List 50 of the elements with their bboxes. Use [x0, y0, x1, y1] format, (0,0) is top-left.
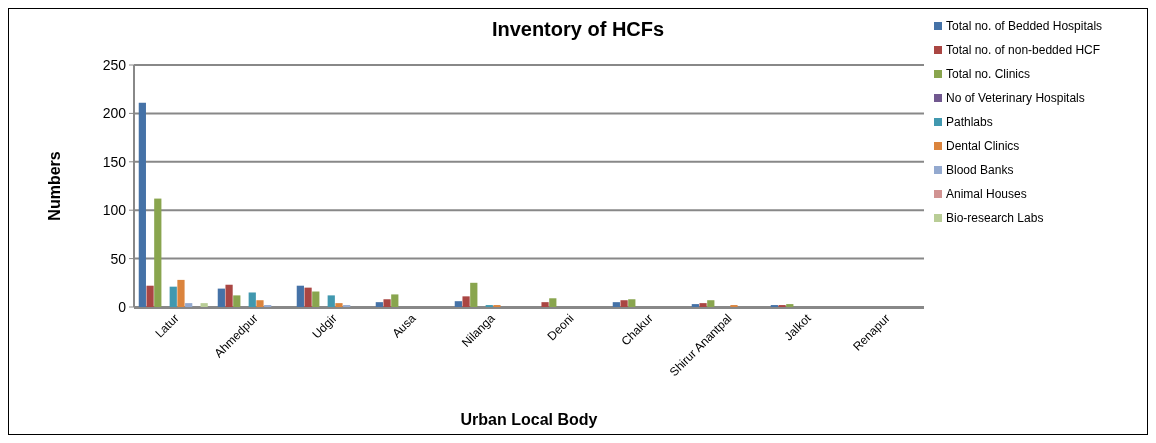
- bar: [454, 301, 462, 307]
- y-tick-label: 150: [102, 153, 127, 170]
- bar: [612, 302, 620, 307]
- bar: [296, 285, 304, 307]
- bar: [217, 288, 225, 307]
- bar: [462, 296, 470, 307]
- bar: [375, 302, 383, 307]
- bar: [691, 304, 699, 307]
- y-tick-label: 250: [102, 56, 127, 73]
- bar: [200, 303, 208, 307]
- bar: [620, 300, 628, 307]
- bar: [154, 198, 162, 307]
- bar: [177, 279, 185, 307]
- y-tick-label: 50: [110, 250, 127, 267]
- bar: [383, 299, 391, 307]
- bar: [185, 303, 193, 307]
- bar: [335, 303, 343, 307]
- bar: [707, 300, 715, 307]
- y-axis-title: Numbers: [46, 151, 63, 221]
- y-tick-label: 200: [102, 105, 127, 122]
- legend-label: Total no. of Bedded Hospitals: [946, 19, 1103, 33]
- bar: [248, 292, 256, 307]
- legend-label: Dental Clinics: [946, 139, 1020, 153]
- bar: [225, 284, 233, 307]
- bar: [549, 298, 557, 307]
- legend-label: Pathlabs: [946, 115, 993, 129]
- bar: [138, 102, 146, 307]
- bar: [312, 291, 320, 307]
- bar: [628, 299, 636, 307]
- bar: [233, 295, 241, 307]
- y-tick-label: 100: [102, 202, 127, 219]
- bar: [470, 282, 478, 307]
- x-axis-title: Urban Local Body: [460, 411, 598, 428]
- legend-label: Bio-research Labs: [946, 211, 1044, 225]
- bar: [256, 300, 264, 307]
- legend-label: Total no. of non-bedded HCF: [946, 43, 1101, 57]
- bar: [391, 294, 399, 307]
- bar: [304, 287, 312, 307]
- legend-label: Animal Houses: [946, 187, 1027, 201]
- bar: [699, 303, 707, 307]
- chart-title: Inventory of HCFs: [491, 18, 665, 40]
- bar: [169, 286, 177, 307]
- bar: [786, 304, 794, 307]
- bar: [541, 302, 549, 307]
- y-tick-label: 0: [118, 298, 127, 315]
- legend-label: No of Veterinary Hospitals: [946, 91, 1085, 105]
- bar: [146, 285, 154, 307]
- bar: [327, 295, 335, 307]
- legend-label: Total no. Clinics: [946, 67, 1031, 81]
- legend-label: Blood Banks: [946, 163, 1014, 177]
